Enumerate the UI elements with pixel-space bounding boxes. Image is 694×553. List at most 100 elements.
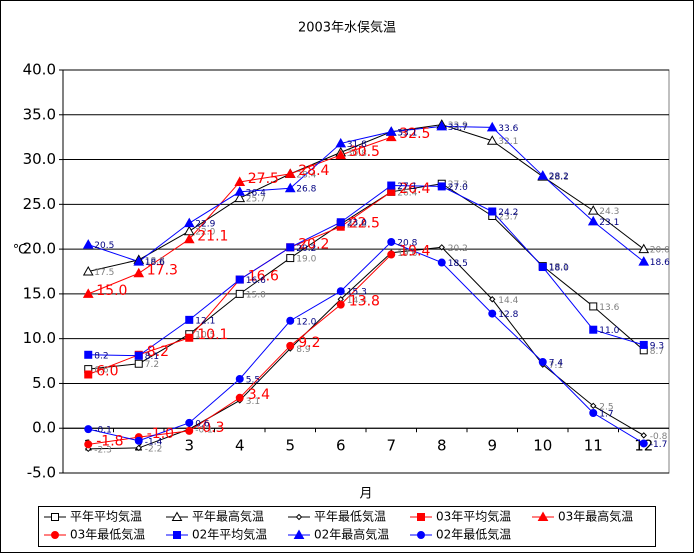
marker bbox=[82, 288, 94, 298]
series-line bbox=[88, 125, 645, 263]
marker bbox=[286, 341, 295, 350]
data-label: 32.5 bbox=[399, 126, 430, 142]
data-label: 13.8 bbox=[349, 294, 380, 310]
data-label: 19.4 bbox=[399, 243, 430, 259]
data-label: 11.0 bbox=[599, 326, 619, 336]
data-label: -0.1 bbox=[94, 426, 112, 436]
data-label: -1.4 bbox=[145, 437, 163, 447]
x-tick-label: 6 bbox=[336, 437, 346, 455]
marker bbox=[486, 135, 498, 145]
data-label: 16.6 bbox=[248, 269, 279, 285]
data-label: -1.7 bbox=[650, 440, 668, 450]
data-label: 8.9 bbox=[296, 345, 311, 355]
data-label: 10.1 bbox=[197, 327, 228, 343]
marker bbox=[640, 432, 647, 439]
data-label: 17.5 bbox=[94, 268, 114, 278]
data-label: 8.2 bbox=[94, 351, 108, 361]
data-label: 9.3 bbox=[650, 341, 664, 351]
marker bbox=[286, 316, 295, 325]
data-label: 18.8 bbox=[145, 256, 165, 266]
marker bbox=[335, 137, 347, 148]
marker bbox=[538, 263, 547, 272]
marker bbox=[488, 207, 497, 216]
marker bbox=[587, 205, 599, 215]
marker bbox=[295, 513, 303, 521]
data-label: 5.5 bbox=[246, 375, 260, 385]
marker bbox=[387, 250, 396, 259]
marker bbox=[284, 182, 296, 193]
marker bbox=[234, 186, 246, 196]
series-line bbox=[88, 185, 644, 357]
data-label: 33.9 bbox=[448, 121, 468, 131]
marker bbox=[235, 393, 244, 402]
marker bbox=[185, 315, 194, 324]
data-label: 2.5 bbox=[599, 402, 613, 412]
marker bbox=[185, 426, 194, 435]
data-label: 19.6 bbox=[397, 249, 417, 259]
y-tick-label: -5.0 bbox=[27, 464, 56, 482]
data-label: -2.3 bbox=[94, 445, 112, 455]
marker bbox=[336, 300, 345, 309]
chart-title: 2003年水俣気温 bbox=[298, 20, 396, 36]
marker bbox=[438, 244, 445, 251]
data-label: 28.4 bbox=[296, 170, 316, 180]
marker bbox=[183, 233, 195, 244]
data-label: 19.0 bbox=[296, 255, 316, 265]
marker bbox=[639, 439, 648, 448]
x-tick-label: 8 bbox=[437, 437, 447, 455]
data-label: 22.5 bbox=[349, 216, 380, 232]
data-label: 16.6 bbox=[246, 276, 266, 286]
marker bbox=[82, 239, 94, 249]
y-axis-label: ℃ bbox=[13, 243, 28, 258]
data-label: 18.5 bbox=[448, 259, 468, 269]
marker bbox=[134, 359, 143, 368]
y-tick-label: 10.0 bbox=[23, 329, 56, 347]
marker bbox=[537, 511, 549, 521]
data-label: 33.7 bbox=[448, 123, 468, 133]
data-label: -2.2 bbox=[145, 444, 163, 454]
data-label: 15.3 bbox=[347, 288, 367, 298]
data-label: 18.1 bbox=[549, 263, 569, 273]
data-label: 24.3 bbox=[599, 207, 619, 217]
data-label: 1.7 bbox=[599, 409, 613, 419]
data-label: 31.8 bbox=[347, 140, 367, 150]
data-label: 18.0 bbox=[549, 264, 569, 274]
data-label: 18.6 bbox=[650, 258, 670, 268]
marker bbox=[183, 217, 195, 228]
marker bbox=[235, 275, 244, 284]
data-label: 28.4 bbox=[298, 163, 329, 179]
data-label: 28.1 bbox=[549, 173, 569, 183]
data-label: -1.0 bbox=[147, 426, 174, 442]
marker bbox=[51, 513, 59, 521]
legend-label: 03年最低気温 bbox=[70, 527, 145, 542]
marker bbox=[590, 402, 597, 410]
data-label: 10.5 bbox=[195, 331, 215, 341]
marker bbox=[385, 131, 397, 142]
data-label: 27.3 bbox=[448, 180, 468, 190]
data-label: 32.1 bbox=[498, 137, 518, 147]
data-label: 8.2 bbox=[147, 344, 169, 360]
y-tick-label: 40.0 bbox=[23, 61, 56, 79]
y-tick-label: 25.0 bbox=[23, 195, 56, 213]
marker bbox=[437, 182, 446, 191]
data-label: 23.0 bbox=[347, 219, 367, 229]
data-label: 9.2 bbox=[298, 335, 320, 351]
legend-label: 03年平均気温 bbox=[436, 509, 511, 524]
x-axis-label: 月 bbox=[359, 487, 372, 502]
data-label: 26.8 bbox=[296, 185, 316, 195]
legend bbox=[38, 506, 656, 547]
legend-label: 平年平均気温 bbox=[70, 509, 142, 524]
data-label: -1.8 bbox=[96, 433, 123, 449]
marker bbox=[133, 256, 145, 266]
marker bbox=[638, 256, 650, 266]
data-label: 21.1 bbox=[197, 228, 228, 244]
marker bbox=[51, 531, 59, 539]
marker bbox=[589, 325, 598, 334]
marker bbox=[488, 309, 497, 318]
marker bbox=[538, 357, 547, 366]
marker bbox=[134, 351, 143, 360]
marker bbox=[286, 243, 295, 252]
y-tick-label: 0.0 bbox=[32, 419, 56, 437]
marker bbox=[84, 350, 93, 359]
